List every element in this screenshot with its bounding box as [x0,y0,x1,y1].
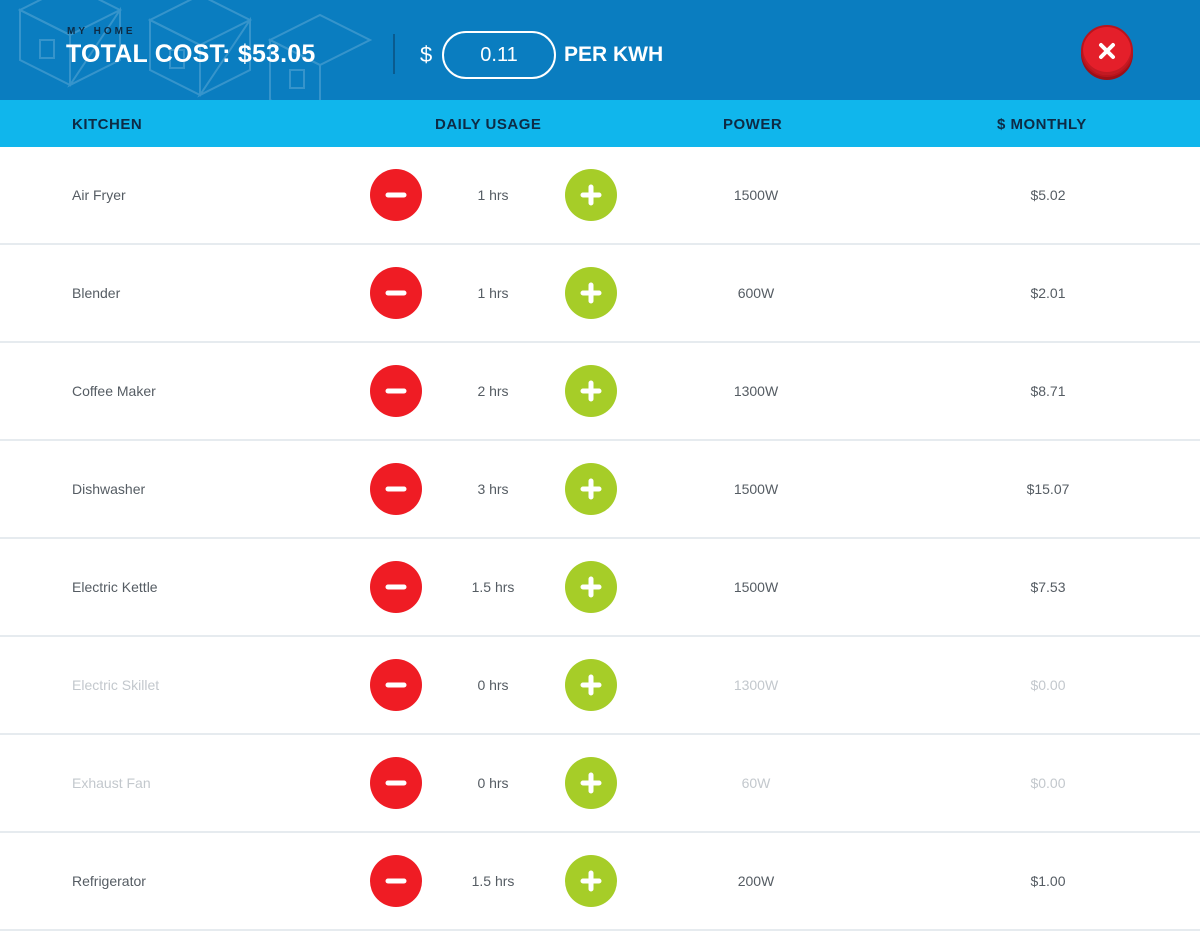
home-subtitle: MY HOME [67,26,136,37]
currency-symbol: $ [420,42,433,67]
monthly-cost-value: $15.07 [1026,481,1070,497]
appliance-name: Blender [72,285,121,301]
appliance-name: Electric Skillet [72,677,160,693]
decrease-usage-button[interactable] [370,463,422,515]
minus-icon [385,682,407,688]
header-divider [393,34,395,74]
minus-icon [385,780,407,786]
increase-usage-button[interactable] [565,365,617,417]
table-row: Refrigerator 1.5 hrs 200W $1.00 [0,833,1200,931]
header-bar: MY HOME TOTAL COST: $53.05 $ PER KWH [0,0,1200,100]
appliance-name: Refrigerator [72,873,146,889]
power-value: 1500W [733,579,779,595]
increase-usage-button[interactable] [565,855,617,907]
decrease-usage-button[interactable] [370,855,422,907]
monthly-cost-value: $1.00 [1030,873,1066,889]
plus-icon [580,184,602,206]
plus-icon [580,478,602,500]
plus-icon [580,772,602,794]
plus-icon [580,576,602,598]
column-daily-usage: DAILY USAGE [435,116,542,133]
total-cost: TOTAL COST: $53.05 [66,40,316,68]
table-row: Exhaust Fan 0 hrs 60W $0.00 [0,735,1200,833]
daily-usage-value: 0 hrs [477,677,509,693]
power-value: 1300W [733,677,779,693]
appliance-name: Exhaust Fan [72,775,151,791]
power-value: 200W [737,873,775,889]
monthly-cost-value: $0.00 [1030,775,1066,791]
increase-usage-button[interactable] [565,169,617,221]
rate-per-kwh-input[interactable] [442,31,556,79]
daily-usage-value: 1 hrs [477,285,509,301]
table-row: Blender 1 hrs 600W $2.01 [0,245,1200,343]
decrease-usage-button[interactable] [370,561,422,613]
table-row: Dishwasher 3 hrs 1500W $15.07 [0,441,1200,539]
monthly-cost-value: $7.53 [1030,579,1066,595]
decrease-usage-button[interactable] [370,169,422,221]
column-room: KITCHEN [72,116,143,133]
monthly-cost-value: $8.71 [1030,383,1066,399]
appliance-name: Electric Kettle [72,579,158,595]
power-value: 1500W [733,187,779,203]
daily-usage-value: 1 hrs [477,187,509,203]
power-value: 60W [741,775,771,791]
increase-usage-button[interactable] [565,463,617,515]
minus-icon [385,290,407,296]
decrease-usage-button[interactable] [370,757,422,809]
minus-icon [385,192,407,198]
rate-unit-label: PER KWH [564,43,664,66]
daily-usage-value: 1.5 hrs [471,873,515,889]
column-monthly: $ MONTHLY [997,116,1087,133]
house-pattern-decoration [17,0,373,100]
decrease-usage-button[interactable] [370,365,422,417]
increase-usage-button[interactable] [565,757,617,809]
increase-usage-button[interactable] [565,561,617,613]
increase-usage-button[interactable] [565,659,617,711]
table-row: Air Fryer 1 hrs 1500W $5.02 [0,147,1200,245]
daily-usage-value: 1.5 hrs [471,579,515,595]
appliance-name: Dishwasher [72,481,146,497]
monthly-cost-value: $0.00 [1030,677,1066,693]
appliance-list: Air Fryer 1 hrs 1500W $5.02 Blender 1 hrs 600W… [0,147,1200,931]
close-icon [1099,43,1115,59]
minus-icon [385,878,407,884]
plus-icon [580,282,602,304]
minus-icon [385,388,407,394]
minus-icon [385,584,407,590]
minus-icon [385,486,407,492]
daily-usage-value: 3 hrs [477,481,509,497]
table-row: Coffee Maker 2 hrs 1300W $8.71 [0,343,1200,441]
power-value: 1300W [733,383,779,399]
plus-icon [580,674,602,696]
power-value: 1500W [733,481,779,497]
close-button[interactable] [1081,25,1133,77]
plus-icon [580,870,602,892]
power-value: 600W [737,285,775,301]
table-row: Electric Skillet 0 hrs 1300W $0.00 [0,637,1200,735]
increase-usage-button[interactable] [565,267,617,319]
plus-icon [580,380,602,402]
decrease-usage-button[interactable] [370,267,422,319]
daily-usage-value: 0 hrs [477,775,509,791]
appliance-name: Air Fryer [72,187,126,203]
table-row: Electric Kettle 1.5 hrs 1500W $7.53 [0,539,1200,637]
decrease-usage-button[interactable] [370,659,422,711]
table-header: KITCHEN DAILY USAGE POWER $ MONTHLY [0,100,1200,147]
column-power: POWER [723,116,783,133]
monthly-cost-value: $5.02 [1030,187,1066,203]
monthly-cost-value: $2.01 [1030,285,1066,301]
appliance-name: Coffee Maker [72,383,156,399]
daily-usage-value: 2 hrs [477,383,509,399]
